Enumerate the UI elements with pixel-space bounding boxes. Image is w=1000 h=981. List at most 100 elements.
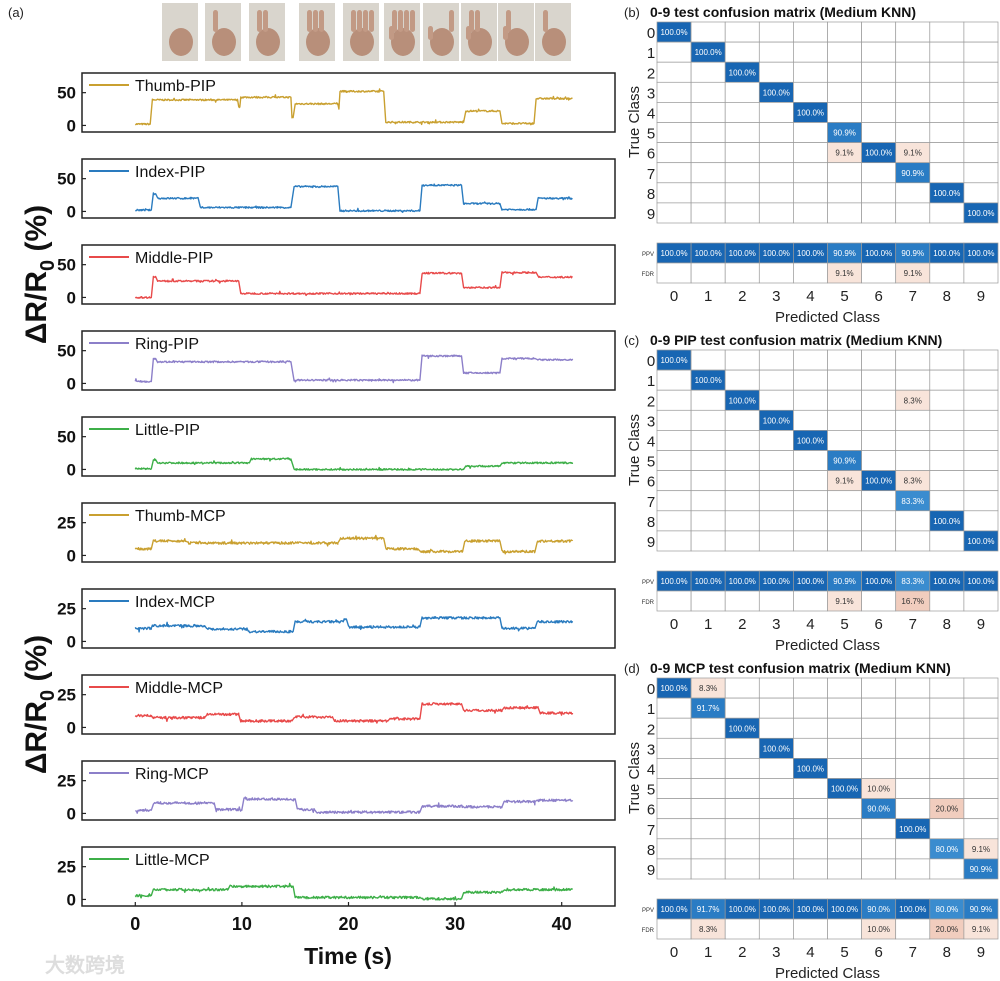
- series-line-index-pip: [134, 183, 573, 213]
- matrix-cell: [929, 697, 965, 719]
- finger-shape: [506, 10, 511, 32]
- cell-value: 100.0%: [763, 744, 790, 753]
- matrix-cell: [963, 677, 999, 699]
- matrix-cell: [861, 758, 897, 779]
- matrix-cell: [758, 717, 794, 739]
- matrix-title: 0-9 PIP test confusion matrix (Medium KN…: [650, 332, 942, 348]
- matrix-cell: [963, 182, 999, 204]
- fdr-cell: [656, 262, 692, 284]
- matrix-cell: [758, 202, 794, 224]
- matrix-cell: [827, 530, 862, 552]
- matrix-cell: [827, 61, 862, 83]
- matrix-cell: [895, 697, 931, 719]
- matrix-cell: [690, 122, 726, 143]
- matrix-cell: [758, 349, 794, 371]
- palm-shape: [350, 28, 374, 56]
- fdr-label: FDR: [642, 928, 655, 934]
- row-label: 7: [647, 822, 655, 839]
- cell-value: 80.0%: [936, 845, 959, 854]
- matrix-cell: [758, 758, 794, 779]
- ppv-value: 100.0%: [763, 905, 790, 914]
- y-tick-label: 0: [67, 632, 76, 651]
- matrix-cell: [929, 490, 965, 512]
- matrix-cell: [656, 490, 692, 512]
- matrix-cell: [929, 758, 965, 779]
- ppv-value: 100.0%: [933, 577, 960, 586]
- hand-photo-5: 5: [384, 3, 420, 61]
- panel-label-b: (b): [624, 5, 640, 20]
- matrix-cell: [758, 470, 794, 492]
- matrix-cell: [758, 818, 794, 840]
- ppv-value: 100.0%: [763, 249, 790, 258]
- column-label: 0: [670, 288, 678, 305]
- matrix-cell: [690, 530, 726, 552]
- row-label: 5: [647, 782, 655, 799]
- matrix-cell: [895, 369, 931, 391]
- fdr-value: 9.1%: [972, 925, 990, 934]
- matrix-cell: [827, 798, 862, 820]
- ppv-value: 91.7%: [697, 905, 720, 914]
- matrix-cell: [827, 41, 862, 63]
- x-axis-label: Time (s): [304, 943, 392, 969]
- matrix-cell: [963, 530, 999, 552]
- finger-shape: [398, 10, 403, 32]
- matrix-cell: [827, 677, 862, 699]
- row-label: 8: [647, 514, 655, 531]
- matrix-cell: [793, 61, 828, 83]
- plot-frame: [81, 674, 616, 735]
- cell-value: 100.0%: [797, 108, 824, 117]
- plot-frame: [81, 588, 616, 649]
- matrix-cell: [827, 717, 862, 739]
- column-label: 9: [977, 944, 985, 961]
- column-label: 4: [806, 616, 814, 633]
- cell-value: 100.0%: [899, 825, 926, 834]
- column-label: 6: [874, 616, 882, 633]
- column-label: 3: [772, 616, 780, 633]
- palm-shape: [212, 28, 236, 56]
- matrix-cell: [793, 369, 828, 391]
- row-label: 3: [647, 741, 655, 758]
- matrix-cell: [895, 838, 931, 860]
- matrix-cell: [724, 202, 760, 224]
- matrix-cell: [929, 202, 965, 224]
- matrix-cell: [827, 81, 862, 103]
- cell-value: 100.0%: [695, 376, 722, 385]
- matrix-cell: [793, 778, 828, 799]
- matrix-cell: [963, 142, 999, 164]
- ppv-value: 100.0%: [797, 905, 824, 914]
- row-label: 8: [647, 842, 655, 859]
- x-tick-label: 20: [338, 914, 358, 934]
- fdr-cell: [929, 590, 965, 612]
- matrix-cell: [758, 490, 794, 512]
- matrix-cell: [861, 162, 897, 184]
- palm-shape: [256, 28, 280, 56]
- row-label: 4: [647, 433, 655, 450]
- matrix-cell: [895, 61, 931, 83]
- fdr-label: FDR: [642, 272, 655, 278]
- row-label: 0: [647, 25, 655, 42]
- matrix-cell: [690, 510, 726, 532]
- ppv-value: 100.0%: [660, 905, 687, 914]
- matrix-cell: [929, 409, 965, 431]
- matrix-cell: [963, 737, 999, 759]
- matrix-cell: [895, 717, 931, 739]
- matrix-cell: [793, 798, 828, 820]
- matrix-cell: [861, 737, 897, 759]
- ppv-value: 90.9%: [970, 905, 993, 914]
- ppv-value: 80.0%: [936, 905, 959, 914]
- ppv-value: 100.0%: [967, 249, 994, 258]
- column-label: 1: [704, 288, 712, 305]
- column-label: 3: [772, 944, 780, 961]
- row-label: 1: [647, 373, 655, 390]
- ppv-value: 90.9%: [901, 249, 924, 258]
- matrix-cell: [793, 697, 828, 719]
- row-label: 6: [647, 802, 655, 819]
- matrix-cell: [895, 202, 931, 224]
- row-label: 7: [647, 166, 655, 183]
- y-tick-label: 25: [57, 686, 76, 705]
- matrix-cell: [724, 530, 760, 552]
- ppv-value: 100.0%: [695, 249, 722, 258]
- cell-value: 100.0%: [695, 48, 722, 57]
- matrix-cell: [963, 369, 999, 391]
- column-label: 0: [670, 616, 678, 633]
